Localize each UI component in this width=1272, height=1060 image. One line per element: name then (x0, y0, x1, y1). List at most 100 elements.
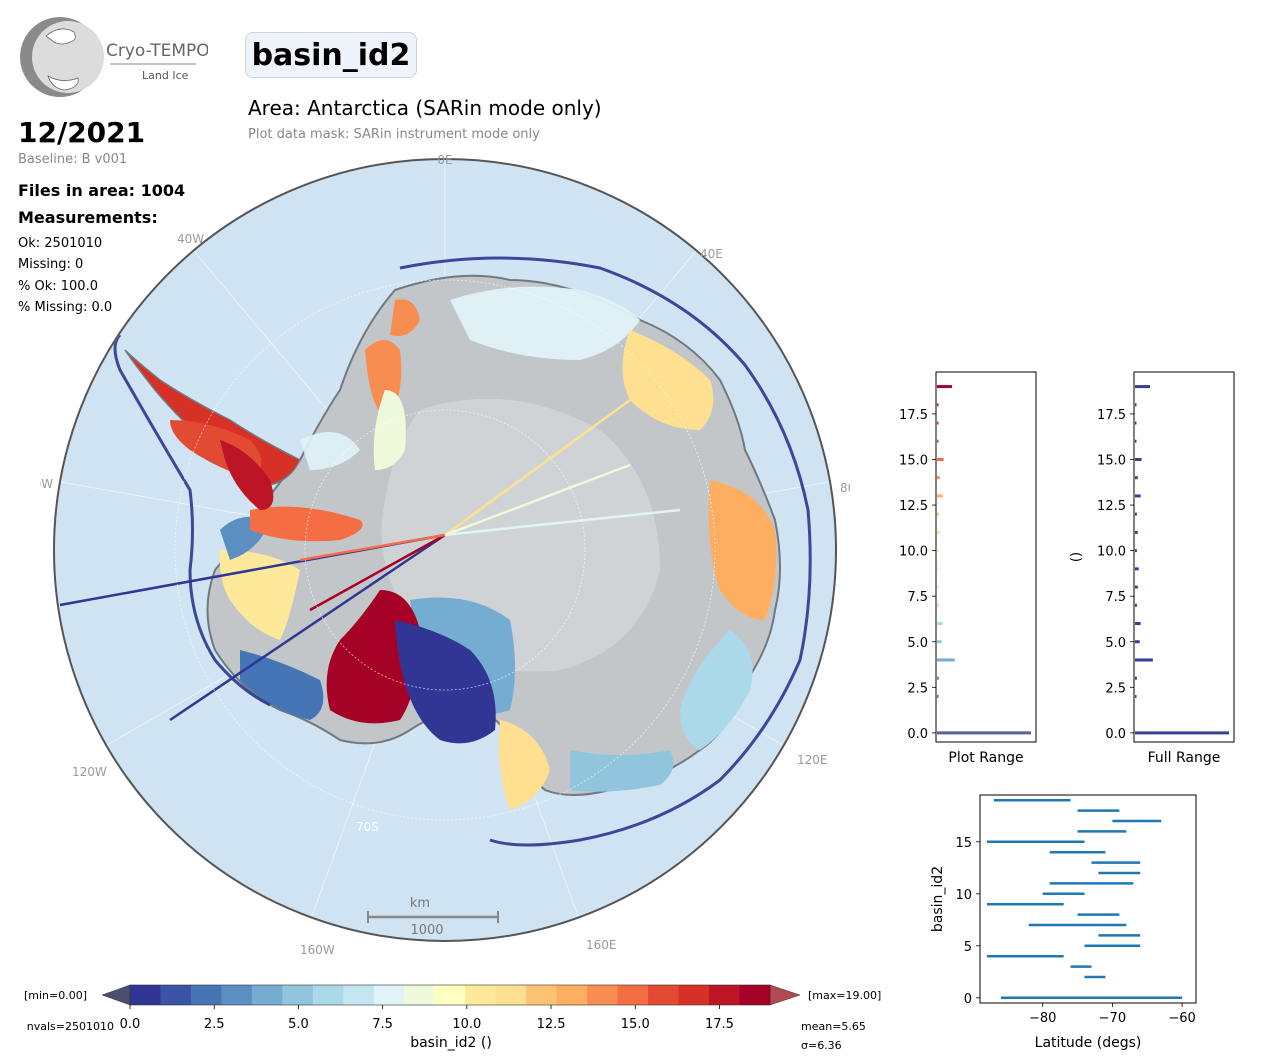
colorbar-tick-label: 5.0 (288, 1017, 309, 1032)
ok-percent: % Ok: 100.0 (18, 279, 98, 294)
logo-subtitle: Land Ice (142, 69, 189, 82)
hist-bar (1135, 457, 1142, 461)
colorbar-segment (190, 985, 222, 1005)
colorbar-segment (678, 985, 710, 1005)
colorbar-segment (251, 985, 283, 1005)
area-title: Area: Antarctica (SARin mode only) (248, 96, 602, 120)
hist-bar (1135, 585, 1138, 589)
missing-count: Missing: 0 (18, 257, 84, 272)
colorbar-segment (130, 985, 161, 1005)
lat-ytick-label: 5 (964, 940, 972, 955)
hist-bar (937, 421, 939, 425)
hist-bar (937, 549, 939, 553)
full-range-histogram: 0.0 2.5 5.0 7.5 10.0 12.5 15.0 17.5 Full Range () (1070, 371, 1235, 766)
colorbar-over-arrow (769, 984, 801, 1006)
colorbar-tick-label: 2.5 (204, 1017, 225, 1032)
colorbar-segment (465, 985, 497, 1005)
scale-bar: km 1000 (367, 896, 499, 938)
colorbar-segment (709, 985, 740, 1005)
scale-unit: km (410, 896, 430, 911)
lat-label-70s: 70S (356, 820, 379, 834)
colorbar-segment (495, 985, 527, 1005)
colorbar-segment (343, 985, 375, 1005)
lat-ytick-label: 15 (955, 836, 972, 851)
colorbar-tick-label: 10.0 (452, 1017, 481, 1032)
hist-bar (937, 676, 939, 680)
cryo-tempo-logo: Cryo-TEMPO Land Ice (20, 17, 208, 97)
scale-value: 1000 (410, 923, 443, 938)
antarctica-map: 0E 40E 80E 120E 160E 160W 120W 80W 40W 7… (40, 153, 850, 957)
hist-tick-label: 10.0 (899, 545, 928, 560)
colorbar-sigma-label: σ=6.36 (801, 1039, 842, 1052)
hist-bar (937, 512, 939, 516)
lon-label-80w: 80W (40, 477, 53, 491)
hist-bar (1135, 676, 1137, 680)
colorbar-segment (404, 985, 436, 1005)
hist-bar (937, 622, 943, 626)
hist-bar (1135, 658, 1153, 662)
hist-bar (1135, 603, 1137, 607)
measurements-heading: Measurements: (18, 208, 158, 227)
lon-label-120w: 120W (72, 765, 107, 779)
hist-bar (937, 530, 940, 534)
colorbar-segment (282, 985, 314, 1005)
hist-bar (1135, 476, 1138, 480)
hist-bar (1135, 549, 1137, 553)
mask-note: Plot data mask: SARin instrument mode on… (248, 127, 540, 142)
hist-bar (1135, 385, 1151, 389)
hist-xlabel: Full Range (1148, 750, 1221, 766)
hist-frame (935, 371, 1037, 743)
hist-tick-label: 12.5 (1097, 499, 1126, 514)
lon-label-80e: 80E (840, 481, 850, 495)
colorbar-segment (556, 985, 588, 1005)
colorbar-segment (160, 985, 192, 1005)
hist-bar (937, 658, 955, 662)
lat-xtick-label: −70 (1099, 1011, 1126, 1026)
hist-tick-label: 7.5 (1105, 590, 1126, 605)
hist-ylabel: () (1070, 552, 1084, 562)
hist-tick-label: 15.0 (899, 453, 928, 468)
colorbar-segment (526, 985, 558, 1005)
hist-tick-label: 5.0 (907, 636, 928, 651)
colorbar-segment (434, 985, 466, 1005)
date-label: 12/2021 (18, 116, 146, 149)
lat-xtick-label: −80 (1029, 1011, 1056, 1026)
hist-bar (937, 603, 939, 607)
hist-bar (937, 694, 939, 698)
ok-count: Ok: 2501010 (18, 236, 103, 251)
hist-bar (937, 567, 941, 571)
colorbar-segment (373, 985, 405, 1005)
hist-bar (1135, 622, 1141, 626)
hist-tick-label: 12.5 (899, 499, 928, 514)
colorbar-tick-label: 15.0 (621, 1017, 650, 1032)
plot-range-histogram: 0.0 2.5 5.0 7.5 10.0 12.5 15.0 17.5 Plot Range (899, 371, 1037, 766)
hist-tick-label: 5.0 (1105, 636, 1126, 651)
hist-bar (937, 494, 943, 498)
lat-frame (979, 794, 1197, 1004)
lon-label-40w: 40W (177, 232, 204, 246)
colorbar-tick-label: 7.5 (372, 1017, 393, 1032)
hist-bar (1135, 731, 1229, 735)
parameter-title: basin_id2 (245, 32, 417, 78)
hist-bar (937, 385, 953, 389)
hist-xlabel: Plot Range (948, 750, 1023, 766)
lon-label-40e: 40E (700, 247, 723, 261)
colorbar-tick-label: 0.0 (120, 1017, 141, 1032)
hist-tick-label: 17.5 (899, 408, 928, 423)
logo-name: Cryo-TEMPO (106, 41, 208, 61)
colorbar: [min=0.00] [max=19.00] nvals=2501010 mea… (24, 984, 881, 1052)
hist-bar (1135, 494, 1141, 498)
colorbar-max-label: [max=19.00] (808, 989, 881, 1002)
colorbar-segment (617, 985, 649, 1005)
colorbar-segment (312, 985, 344, 1005)
hist-bar (1135, 421, 1137, 425)
hist-bar (937, 476, 940, 480)
hist-tick-label: 17.5 (1097, 408, 1126, 423)
hist-bar (1135, 512, 1137, 516)
hist-frame (1133, 371, 1235, 743)
files-count: Files in area: 1004 (18, 181, 186, 200)
lat-ytick-label: 0 (964, 992, 972, 1007)
hist-bar (937, 439, 939, 443)
lat-ylabel: basin_id2 (930, 866, 946, 932)
hist-tick-label: 0.0 (907, 727, 928, 742)
